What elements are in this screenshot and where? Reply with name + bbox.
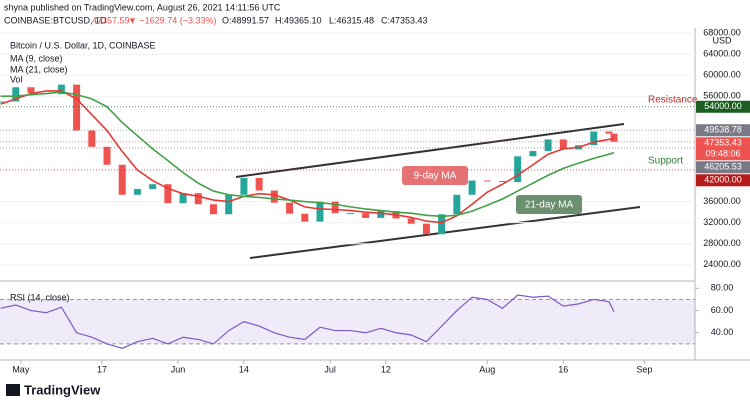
brand: TradingView bbox=[24, 382, 101, 397]
y-tick-label: 40.00 bbox=[711, 327, 734, 337]
moving-average bbox=[0, 91, 615, 218]
candle bbox=[590, 131, 598, 146]
x-tick-label: Jul bbox=[324, 364, 336, 374]
legend-entry: Vol bbox=[10, 74, 23, 84]
candle bbox=[422, 223, 430, 235]
candle bbox=[514, 156, 522, 183]
candle bbox=[438, 214, 446, 235]
candle bbox=[270, 190, 278, 203]
rsi-title: RSI (14, close) bbox=[10, 292, 70, 302]
last-price: 47357.59 bbox=[92, 15, 130, 25]
candle bbox=[301, 213, 309, 222]
candle bbox=[316, 201, 324, 222]
candle bbox=[529, 151, 537, 157]
x-tick-label: Sep bbox=[636, 364, 652, 374]
moving-average bbox=[0, 90, 615, 224]
candle bbox=[225, 194, 233, 215]
ohlc-open: O:48991.57 bbox=[222, 15, 269, 25]
annotation-box bbox=[516, 195, 582, 214]
price-badge-label: 47353.43 bbox=[704, 138, 742, 148]
annotation: Support bbox=[648, 156, 683, 167]
y-tick-label: 24000.00 bbox=[703, 259, 741, 269]
x-tick-label: Aug bbox=[479, 364, 495, 374]
legend-entry: MA (21, close) bbox=[10, 64, 68, 74]
candle bbox=[73, 84, 81, 131]
y-tick-label: 64000.00 bbox=[703, 48, 741, 58]
price-badge bbox=[696, 174, 750, 187]
legend-entry: Bitcoin / U.S. Dollar, 1D, COINBASE bbox=[10, 40, 156, 50]
x-tick-label: 12 bbox=[381, 364, 391, 374]
y-tick-label: 36000.00 bbox=[703, 196, 741, 206]
annotation: Resistance bbox=[648, 95, 698, 106]
legend-entry: MA (9, close) bbox=[10, 53, 63, 63]
candle bbox=[12, 87, 20, 102]
price-badge bbox=[696, 161, 750, 174]
y-tick-label: 32000.00 bbox=[703, 217, 741, 227]
x-tick-label: 17 bbox=[97, 364, 107, 374]
candle bbox=[255, 177, 263, 191]
candle bbox=[377, 211, 385, 218]
symbol: COINBASE:BTCUSD, 1D bbox=[4, 15, 107, 25]
candle bbox=[407, 218, 415, 224]
logo bbox=[6, 384, 20, 396]
x-tick-label: May bbox=[12, 364, 30, 374]
candle bbox=[346, 213, 354, 215]
candle bbox=[57, 84, 65, 95]
candle bbox=[88, 130, 96, 147]
y-tick-label: 80.00 bbox=[711, 283, 734, 293]
candle bbox=[149, 184, 157, 189]
candle bbox=[0, 101, 5, 103]
change: ▼ −1629.74 (−3.33%) bbox=[128, 15, 216, 25]
annotation-box bbox=[402, 166, 468, 185]
publisher: shyna published on TradingView.com, Augu… bbox=[4, 2, 281, 12]
candle bbox=[286, 202, 294, 214]
candle bbox=[179, 193, 187, 204]
candle bbox=[362, 213, 370, 218]
candle bbox=[118, 164, 126, 195]
y-tick-label: 28000.00 bbox=[703, 238, 741, 248]
candle bbox=[133, 188, 141, 195]
x-tick-label: Jun bbox=[171, 364, 186, 374]
price-badge bbox=[696, 100, 750, 113]
price-badge-label: 54000.00 bbox=[704, 101, 742, 111]
y-tick-label: 60000.00 bbox=[703, 70, 741, 80]
channel-upper bbox=[235, 123, 625, 178]
candle bbox=[498, 181, 506, 183]
annotation: 21-day MA bbox=[525, 200, 574, 211]
rsi-line bbox=[0, 294, 615, 349]
candle bbox=[27, 87, 35, 94]
price-badge bbox=[696, 124, 750, 137]
candle bbox=[453, 194, 461, 215]
candle bbox=[331, 201, 339, 214]
candle bbox=[610, 133, 618, 142]
candle bbox=[194, 193, 202, 205]
candle bbox=[103, 146, 111, 165]
price-badge-label: 46205.53 bbox=[704, 162, 742, 172]
price-badge-label: 49538.78 bbox=[704, 125, 742, 135]
y-tick-label: 56000.00 bbox=[703, 91, 741, 101]
candle bbox=[164, 184, 172, 204]
countdown: 09:48:06 bbox=[705, 149, 740, 159]
candle bbox=[483, 180, 491, 182]
annotation: 9-day MA bbox=[414, 171, 457, 182]
ohlc-close: C:47353.43 bbox=[381, 15, 428, 25]
candle bbox=[559, 139, 567, 150]
x-tick-label: 14 bbox=[239, 364, 249, 374]
ohlc-high: H:49365.10 bbox=[275, 15, 322, 25]
candle bbox=[240, 177, 248, 195]
ohlc-low: L:46315.48 bbox=[329, 15, 374, 25]
candle bbox=[209, 204, 217, 215]
y-tick-label: 60.00 bbox=[711, 305, 734, 315]
y-tick-label: 68000.00 bbox=[703, 27, 741, 37]
rsi-band bbox=[0, 299, 695, 344]
axis-unit: USD bbox=[712, 35, 732, 45]
candle bbox=[468, 180, 476, 195]
price-badge-label: 42000.00 bbox=[704, 175, 742, 185]
candle bbox=[605, 131, 613, 134]
x-tick-label: 16 bbox=[558, 364, 568, 374]
candle bbox=[544, 139, 552, 152]
price-badge bbox=[696, 137, 750, 161]
